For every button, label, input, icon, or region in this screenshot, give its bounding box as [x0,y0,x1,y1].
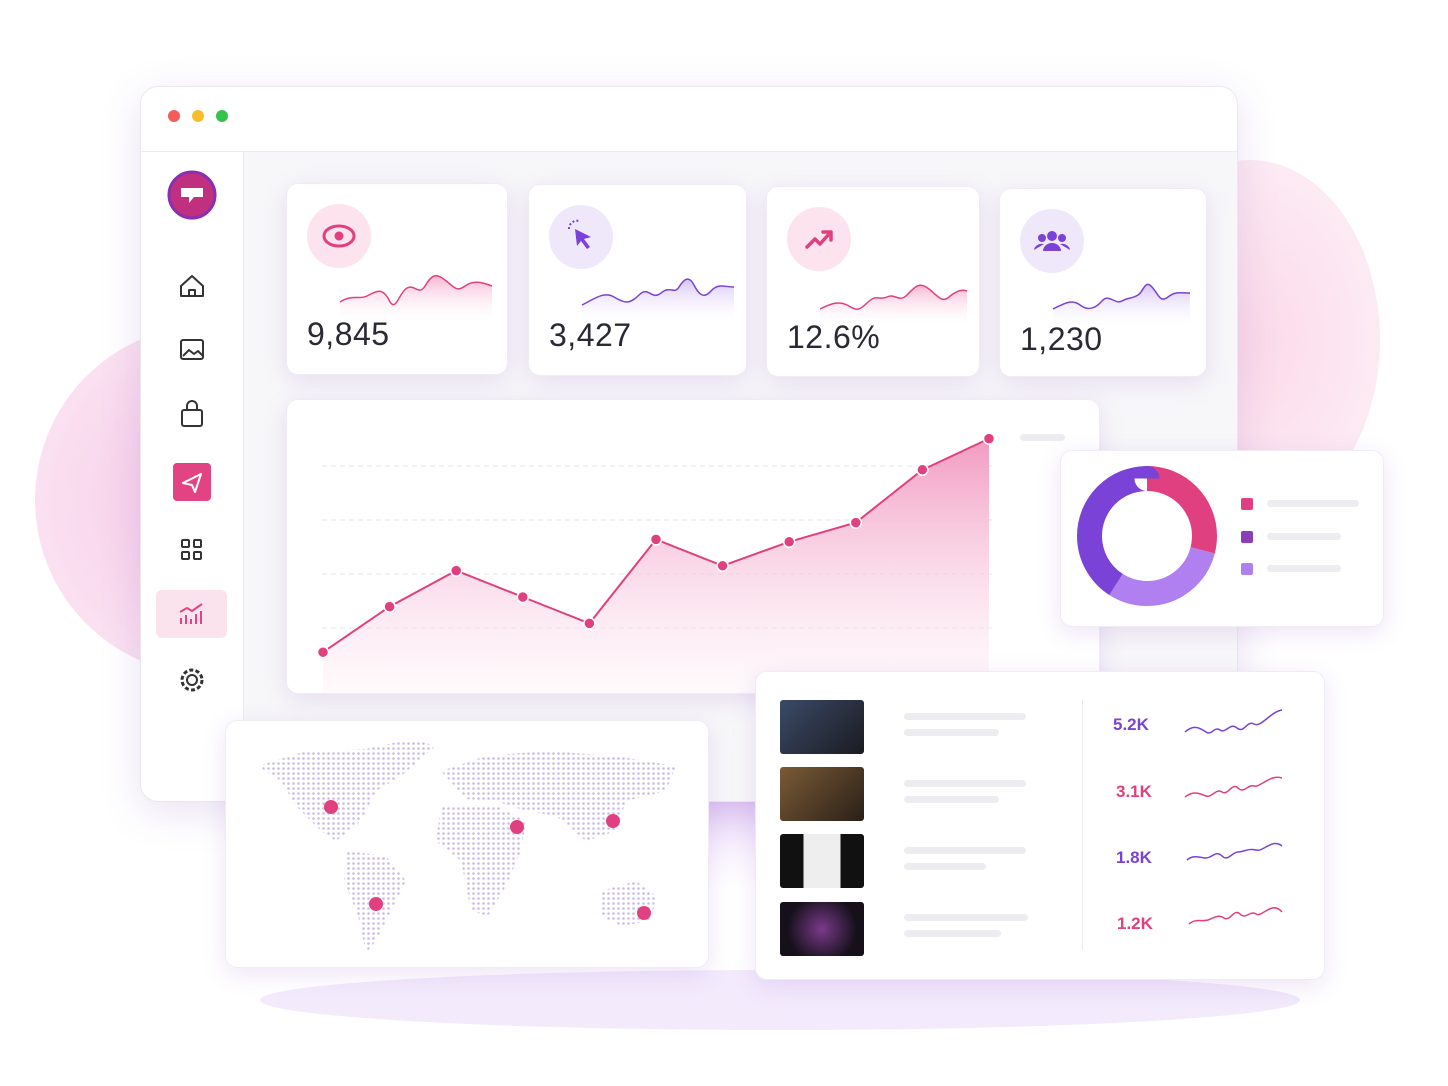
data-point [516,590,530,604]
view-count: 3.1K [1116,782,1152,801]
map-marker[interactable] [369,897,383,911]
eye-icon [322,224,356,248]
video-thumbnail[interactable] [780,902,864,956]
divider [1082,700,1083,950]
title-placeholder [904,930,1001,937]
settings-icon[interactable] [186,674,198,686]
sparkline [819,284,968,327]
sidebar [141,152,244,801]
donut-card [1060,450,1384,627]
bag-handle [186,400,198,410]
shadow [260,970,1300,1030]
legend-swatch [1241,498,1253,510]
data-point [716,559,729,573]
map-marker[interactable] [510,820,524,834]
stat-value: 1,230 [1020,321,1103,357]
australia [601,881,656,926]
map-marker[interactable] [637,906,651,920]
users-icon [1034,231,1070,251]
video-list-card: 5.2K 3.1K 1.8K 1.2K [755,671,1325,980]
donut-segment [1077,466,1217,606]
data-point [849,516,863,529]
send-icon-active[interactable] [173,463,211,501]
data-point [916,463,929,477]
trend-icon [805,230,833,249]
stat-card[interactable]: 12.6% [766,186,980,377]
legend-placeholder [1267,500,1359,507]
data-point [649,533,663,546]
data-point [316,645,330,659]
image-icon[interactable] [180,339,204,360]
title-placeholder [904,713,1026,720]
grid-icon [193,539,202,548]
sparkline [1052,283,1191,329]
title-bar [141,87,1237,152]
stat-icon [1020,209,1084,273]
stat-card[interactable]: 3,427 [528,184,747,376]
legend-placeholder [1267,565,1341,572]
title-placeholder [904,729,999,736]
sparklines [1184,709,1283,925]
data-point [982,432,996,445]
title-placeholder [904,796,999,803]
stat-card[interactable]: 1,230 [999,188,1207,377]
data-point [383,600,396,613]
stat-value: 3,427 [549,317,632,353]
video-thumbnail[interactable] [780,767,864,821]
view-count: 5.2K [1113,715,1149,734]
send-icon [182,473,202,493]
analytics-icon [179,603,203,624]
analytics-active[interactable] [156,590,227,638]
donut-chart [1077,466,1359,606]
north-america [258,739,436,841]
grid-icon [181,551,190,560]
image-icon-detail [182,349,204,357]
window-dot[interactable] [168,110,180,122]
title-placeholder [904,780,1026,787]
data-point [782,535,796,549]
donut-segment [1077,466,1217,606]
map-card [225,720,709,968]
data-point [449,564,463,577]
view-count: 1.8K [1116,848,1152,867]
view-count: 1.2K [1117,914,1153,933]
map-marker[interactable] [606,814,620,828]
title-placeholder [904,914,1028,921]
title-placeholder [904,863,986,870]
window-dot[interactable] [216,110,228,122]
area [323,438,989,693]
stat-value: 12.6% [787,319,881,355]
legend-swatch [1241,563,1253,575]
video-thumbnail[interactable] [780,700,864,754]
window-dot[interactable] [192,110,204,122]
line-chart [316,432,1065,693]
line-chart-card [286,399,1100,694]
stat-icon [549,205,613,269]
data-point [583,617,596,630]
legend-swatch [1241,531,1253,543]
stat-value: 9,845 [307,316,390,352]
stat-icon [787,207,851,271]
stat-icon [307,204,371,268]
world-map [258,739,676,953]
africa [436,806,526,916]
grid-icon [193,551,202,560]
map-marker[interactable] [324,800,338,814]
video-thumbnail[interactable] [780,834,864,888]
settings-icon-teeth [180,668,204,692]
sparkline [581,278,735,325]
logo-mark [181,188,203,203]
stat-card[interactable]: 9,845 [286,183,508,375]
cursor-icon [568,219,591,249]
legend-placeholder [1267,533,1341,540]
grid-icon[interactable] [181,539,190,548]
sidebar-icons [156,170,227,692]
home-icon[interactable] [180,275,204,297]
sparkline [339,275,493,324]
legend-placeholder [1020,434,1065,441]
bag-icon[interactable] [181,409,203,427]
title-placeholder [904,847,1026,854]
